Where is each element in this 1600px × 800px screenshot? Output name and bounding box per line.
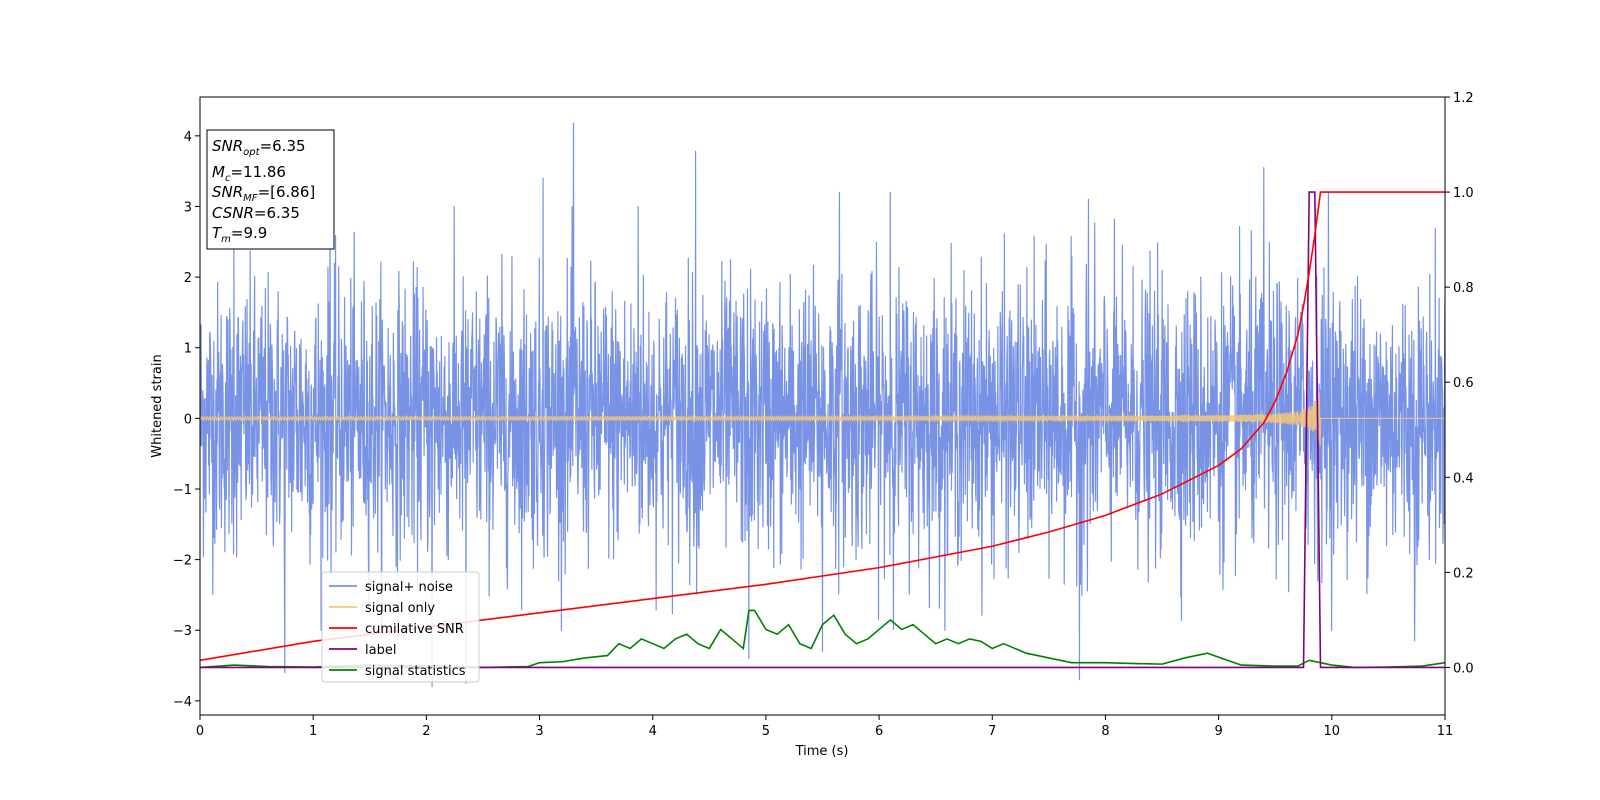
y-axis-label: Whitened strain xyxy=(150,354,165,457)
legend-label: cumilative SNR xyxy=(365,622,464,637)
y-tick-label: 3 xyxy=(184,200,192,215)
y-tick-label: 2 xyxy=(184,271,192,286)
y2-tick-label: 0.6 xyxy=(1453,376,1474,391)
y-axis-left: −4 −3 −2 −1 0 1 2 3 4 xyxy=(173,130,200,710)
legend-label: signal+ noise xyxy=(365,580,453,595)
series-signal-noise-line xyxy=(200,122,1445,688)
series-label-line xyxy=(200,191,1445,669)
series-signal-statistics-line xyxy=(200,609,1445,669)
x-tick-label: 6 xyxy=(875,724,883,739)
plot-area xyxy=(200,122,1445,688)
annotation-csnr: CSNR=6.35 xyxy=(212,204,300,222)
y-axis-right: 0.0 0.2 0.4 0.6 0.8 1.0 1.2 xyxy=(1445,91,1474,676)
y-tick-label: −2 xyxy=(173,554,192,569)
y2-tick-label: 0.8 xyxy=(1453,281,1474,296)
x-axis: 0 1 2 3 4 5 6 7 8 9 10 11 xyxy=(196,715,1453,739)
y-tick-label: 1 xyxy=(184,342,192,357)
y-tick-label: 4 xyxy=(184,130,192,145)
y2-tick-label: 0.4 xyxy=(1453,471,1474,486)
y2-tick-label: 1.0 xyxy=(1453,186,1474,201)
y2-tick-label: 0.0 xyxy=(1453,661,1474,676)
x-tick-label: 10 xyxy=(1324,724,1341,739)
x-tick-label: 5 xyxy=(762,724,770,739)
legend: signal+ noise signal only cumilative SNR la… xyxy=(321,571,480,683)
x-tick-label: 11 xyxy=(1437,724,1454,739)
y2-tick-label: 0.2 xyxy=(1453,566,1474,581)
x-tick-label: 0 xyxy=(196,724,204,739)
x-tick-label: 8 xyxy=(1101,724,1109,739)
x-tick-label: 1 xyxy=(309,724,317,739)
x-tick-label: 2 xyxy=(422,724,430,739)
y-tick-label: −1 xyxy=(173,483,192,498)
legend-label: signal statistics xyxy=(365,664,466,679)
series-signal-only-line xyxy=(200,392,1445,446)
y-tick-label: −4 xyxy=(173,695,192,710)
annotation-chirp-mass: Mc=11.86 xyxy=(212,163,286,184)
y-tick-label: 0 xyxy=(184,412,192,427)
annotation-snr-mf: SNRMF=[6.86] xyxy=(212,183,315,204)
x-tick-label: 9 xyxy=(1214,724,1222,739)
annotation-merger-time: Tm=9.9 xyxy=(212,224,267,245)
legend-label: label xyxy=(365,643,396,658)
y2-tick-label: 1.2 xyxy=(1453,91,1474,106)
plot-frame xyxy=(199,96,1446,716)
series-cumilative-snr-line xyxy=(200,191,1445,662)
annotation-snr-opt: SNRopt=6.35 xyxy=(212,137,306,158)
x-tick-label: 3 xyxy=(535,724,543,739)
legend-label: signal only xyxy=(365,601,435,616)
parameter-annotation-box: SNRopt=6.35 Mc=11.86 SNRMF=[6.86] CSNR=6… xyxy=(206,129,335,250)
x-tick-label: 4 xyxy=(649,724,657,739)
x-tick-label: 7 xyxy=(988,724,996,739)
y-tick-label: −3 xyxy=(173,624,192,639)
x-axis-label: Time (s) xyxy=(795,744,849,759)
